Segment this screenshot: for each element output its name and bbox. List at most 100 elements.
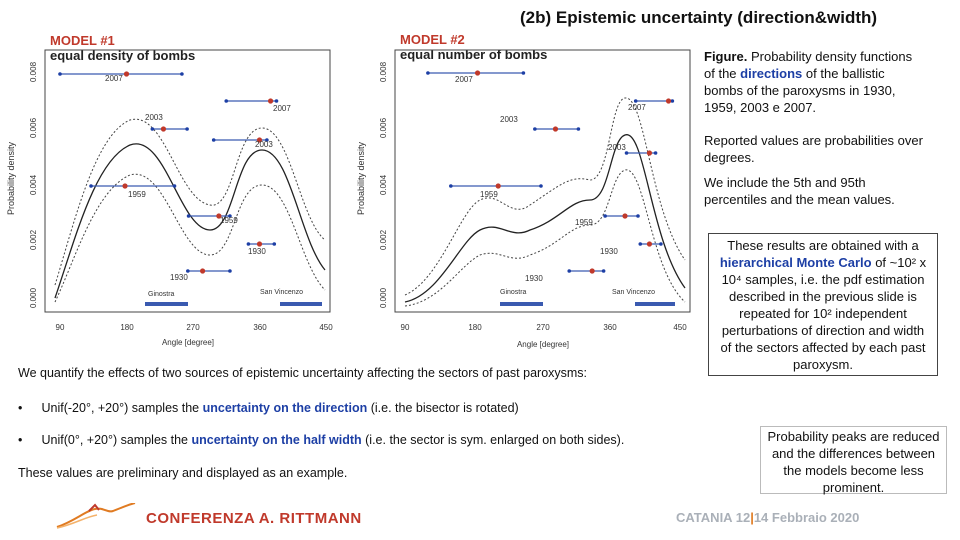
plot1-ytick: 0.004 — [29, 174, 38, 195]
plot2-xlabel: Angle [degree] — [517, 340, 569, 349]
plot1-ytick: 0.008 — [29, 61, 38, 82]
interval-percentile-dot — [426, 71, 430, 75]
interval-percentile-dot — [659, 242, 663, 246]
bullet-direction: • Unif(-20°, +20°) samples the uncertain… — [18, 401, 519, 415]
box-text-1: These results are obtained with a — [727, 238, 919, 253]
interval-mean-dot — [216, 213, 222, 219]
plot2-frame — [394, 49, 691, 313]
interval-percentile-dot — [521, 71, 526, 75]
plot2-ytick: 0.004 — [379, 174, 388, 195]
plot2-year-label: 1959 — [575, 218, 593, 227]
interval-percentile-dot — [636, 214, 640, 218]
footer-month-year: Febbraio 2020 — [771, 510, 860, 525]
model2-title: MODEL #2 — [400, 32, 465, 47]
plot1-label-ginostra: Ginostra — [148, 291, 175, 298]
interval-percentile-dot — [533, 127, 537, 131]
model2-header: MODEL #2 equal number of bombs — [400, 32, 547, 62]
conference-date: CATANIA 12|14 Febbraio 2020 — [676, 510, 860, 525]
plot2-intervals — [426, 70, 675, 274]
plot1-frame — [44, 49, 331, 313]
interval-percentile-dot — [186, 214, 191, 218]
interval-percentile-dot — [246, 242, 251, 246]
figure-caption: Figure. Probability density functions of… — [704, 48, 924, 116]
model1-header: MODEL #1 equal density of bombs — [50, 33, 195, 63]
preliminary-note: These values are preliminary and display… — [18, 466, 348, 480]
interval-mean-dot — [665, 98, 672, 104]
interval-percentile-dot — [89, 184, 93, 188]
plot1-year-label: 2003 — [255, 140, 273, 149]
plot2-label-ginostra: Ginostra — [500, 289, 527, 296]
plot2-year-label: 2007 — [455, 75, 473, 84]
plot1-xtick: 90 — [56, 323, 65, 332]
plot1-label-sanvincenzo: San Vincenzo — [260, 289, 303, 296]
interval-mean-dot — [122, 183, 128, 189]
interval-percentile-dot — [653, 151, 658, 155]
interval-mean-dot — [495, 183, 501, 189]
plot2-year-label: 2007 — [628, 103, 646, 112]
interval-percentile-dot — [670, 99, 675, 103]
plot1-year-label: 2003 — [145, 113, 163, 122]
interval-percentile-dot — [449, 184, 453, 188]
footer-day2: 14 — [753, 510, 769, 525]
plot1-yticks: 0.000 0.002 0.004 0.006 0.008 — [29, 61, 38, 308]
interval-percentile-dot — [58, 72, 62, 76]
plot2-ytick: 0.002 — [379, 229, 388, 250]
peaks-note: Probability peaks are reduced and the di… — [760, 426, 947, 495]
plot1-year-label: 2007 — [273, 104, 291, 113]
interval-mean-dot — [646, 241, 653, 247]
interval-percentile-dot — [224, 99, 229, 103]
interval-percentile-dot — [172, 184, 177, 188]
plot1-intervals — [58, 71, 279, 274]
caption-percentiles: We include the 5th and 95th percentiles … — [704, 175, 895, 207]
model2-subtitle: equal number of bombs — [400, 47, 548, 62]
plot2-ylabel: Probability density — [356, 141, 366, 215]
plot2-xtick: 450 — [673, 323, 687, 332]
figure-label: Figure. — [704, 49, 748, 64]
footer-city: CATANIA — [676, 510, 733, 525]
interval-percentile-dot — [603, 214, 607, 218]
plot-model1: Probability density 0.000 0.002 0.004 0.… — [6, 49, 333, 347]
figure-highlight: directions — [740, 66, 803, 81]
plot2-ytick: 0.000 — [379, 287, 388, 308]
bullet1-text-a: Unif(-20°, +20°) samples the — [41, 401, 200, 415]
plot1-year-labels: 2007 2007 2003 2003 1959 1959 1930 1930 — [105, 74, 291, 282]
interval-percentile-dot — [272, 242, 277, 246]
plot2-upper-curve — [404, 97, 686, 296]
plot1-lower-curve — [54, 173, 326, 303]
slide-title: (2b) Epistemic uncertainty (direction&wi… — [520, 8, 878, 27]
plot2-xtick: 180 — [468, 323, 482, 332]
plot1-year-label: 1930 — [170, 273, 188, 282]
plot2-lower-curve — [404, 169, 686, 307]
bullet2-highlight: uncertainty on the half width — [191, 433, 362, 447]
plot1-year-label: 2007 — [105, 74, 123, 83]
interval-mean-dot — [552, 126, 559, 132]
interval-percentile-dot — [539, 184, 543, 188]
plot1-ytick: 0.006 — [29, 117, 38, 138]
plot1-ytick: 0.002 — [29, 229, 38, 250]
plot-model2: Probability density 0.000 0.002 0.004 0.… — [356, 49, 691, 349]
interval-percentile-dot — [228, 269, 232, 273]
plot2-label-sanvincenzo: San Vincenzo — [612, 289, 655, 296]
footer-day1: 12 — [735, 510, 751, 525]
interval-percentile-dot — [185, 127, 189, 131]
plot2-yticks: 0.000 0.002 0.004 0.006 0.008 — [379, 61, 388, 308]
interval-mean-dot — [123, 71, 130, 77]
interval-percentile-dot — [150, 127, 155, 131]
interval-mean-dot — [200, 268, 206, 274]
interval-percentile-dot — [567, 269, 572, 273]
interval-mean-dot — [589, 268, 595, 274]
plot2-year-label: 1959 — [480, 190, 498, 199]
plot1-ylabel: Probability density — [6, 141, 16, 215]
plot2-year-labels: 2007 2007 2003 2003 1959 1959 1930 1930 — [455, 75, 646, 283]
interval-percentile-dot — [624, 151, 629, 155]
plot1-xtick: 270 — [186, 323, 200, 332]
plot1-year-label: 1959 — [128, 190, 146, 199]
plot1-upper-curve — [54, 118, 326, 286]
interval-mean-dot — [474, 70, 481, 76]
interval-mean-dot — [646, 150, 653, 156]
model1-title: MODEL #1 — [50, 33, 115, 48]
model1-subtitle: equal density of bombs — [50, 48, 196, 63]
plot1-ylabel-group: Probability density — [6, 141, 16, 215]
interval-percentile-dot — [576, 127, 581, 131]
plot1-xtick: 450 — [319, 323, 333, 332]
